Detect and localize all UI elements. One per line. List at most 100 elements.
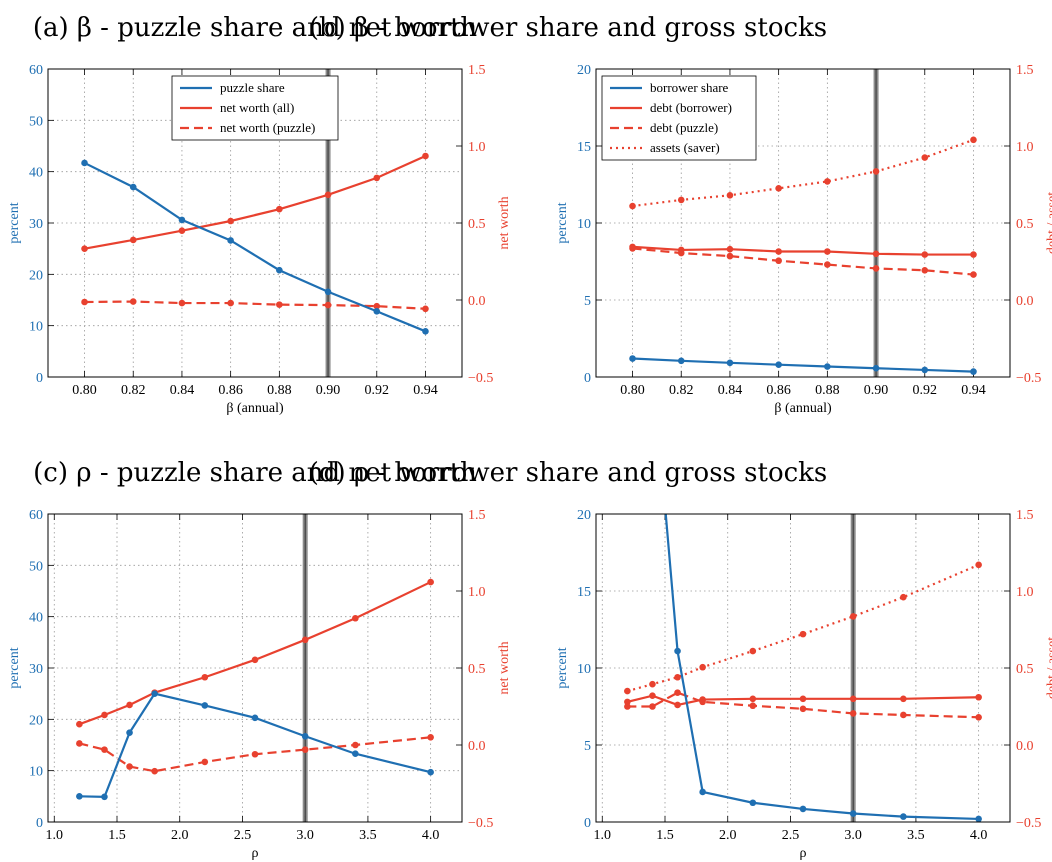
legend-label: debt (borrower) bbox=[650, 100, 732, 115]
tick-label-x: 0.90 bbox=[316, 383, 341, 398]
data-point bbox=[101, 746, 108, 753]
data-point bbox=[677, 196, 685, 204]
x-axis-label: ρ bbox=[252, 846, 259, 861]
tick-label-left: 50 bbox=[29, 559, 43, 574]
tick-label-left: 0 bbox=[584, 371, 591, 386]
data-point bbox=[251, 656, 259, 664]
data-point bbox=[624, 703, 631, 710]
y-axis-label-left: percent bbox=[7, 202, 22, 243]
data-point bbox=[849, 613, 857, 620]
legend-label: net worth (all) bbox=[220, 100, 294, 115]
legend-label: net worth (puzzle) bbox=[220, 120, 315, 135]
data-point bbox=[975, 693, 982, 701]
data-point bbox=[126, 763, 133, 770]
tick-label-x: 0.88 bbox=[815, 383, 840, 398]
data-point bbox=[251, 714, 259, 722]
data-point bbox=[624, 687, 631, 695]
data-point bbox=[227, 217, 234, 225]
tick-label-left: 20 bbox=[577, 508, 591, 523]
series-line-3 bbox=[632, 138, 974, 208]
data-point bbox=[101, 793, 108, 801]
data-point bbox=[921, 366, 929, 374]
data-point bbox=[352, 750, 359, 758]
data-point bbox=[775, 185, 782, 192]
data-point bbox=[674, 647, 681, 655]
data-point bbox=[975, 815, 982, 823]
series-line-0 bbox=[79, 692, 431, 798]
tick-label-x: 0.94 bbox=[961, 383, 986, 398]
tick-label-right: 1.5 bbox=[1016, 508, 1034, 523]
data-point bbox=[629, 355, 636, 362]
tick-label-left: 15 bbox=[577, 585, 591, 600]
tick-label-right: 0.0 bbox=[1016, 739, 1034, 754]
tick-label-x: 0.88 bbox=[267, 383, 292, 398]
chart-title: (a) β - puzzle share and net worth bbox=[33, 13, 478, 43]
data-point bbox=[629, 245, 636, 252]
data-point bbox=[151, 690, 158, 697]
tick-label-x: 0.92 bbox=[365, 383, 390, 398]
data-point bbox=[677, 357, 685, 365]
tick-label-left: 40 bbox=[29, 611, 43, 626]
tick-label-x: 0.80 bbox=[72, 383, 97, 398]
tick-label-x: 4.0 bbox=[422, 828, 440, 843]
tick-label-left: 0 bbox=[584, 816, 591, 831]
series-line-2 bbox=[84, 300, 426, 310]
legend: puzzle share net worth (all) net worth (pu… bbox=[171, 75, 339, 141]
series-line-3 bbox=[627, 563, 980, 693]
data-point bbox=[849, 710, 857, 717]
data-point bbox=[324, 191, 332, 199]
data-point bbox=[872, 265, 880, 272]
series-line-0 bbox=[664, 514, 979, 821]
data-point bbox=[324, 301, 332, 309]
plot-frame bbox=[47, 513, 463, 823]
tick-label-left: 15 bbox=[577, 140, 591, 155]
data-point bbox=[677, 249, 685, 257]
tick-label-x: 2.0 bbox=[171, 828, 189, 843]
tick-label-left: 20 bbox=[29, 268, 43, 283]
data-point bbox=[101, 711, 108, 719]
data-point bbox=[900, 813, 907, 820]
data-point bbox=[824, 363, 831, 370]
data-point bbox=[178, 216, 186, 224]
y-axis-label-right: net worth bbox=[497, 641, 512, 694]
data-point bbox=[799, 805, 807, 813]
tick-label-right: 0.5 bbox=[468, 662, 486, 677]
tick-label-right: 1.0 bbox=[1016, 140, 1034, 155]
tick-label-left: 10 bbox=[29, 765, 43, 780]
data-point bbox=[201, 673, 209, 681]
data-point bbox=[201, 702, 209, 709]
tick-label-x: 0.82 bbox=[669, 383, 694, 398]
tick-label-x: 0.86 bbox=[218, 383, 243, 398]
data-point bbox=[126, 729, 133, 736]
data-point bbox=[76, 793, 83, 800]
tick-label-x: 1.5 bbox=[656, 828, 674, 843]
tick-label-right: 0.5 bbox=[468, 217, 486, 232]
data-point bbox=[824, 178, 831, 185]
tick-label-right: 1.5 bbox=[468, 508, 486, 523]
data-point bbox=[324, 288, 332, 296]
y-axis-label-left: percent bbox=[555, 202, 570, 243]
x-axis-label: ρ bbox=[800, 846, 807, 861]
tick-label-left: 10 bbox=[29, 320, 43, 335]
tick-label-x: 2.5 bbox=[234, 828, 252, 843]
data-point bbox=[649, 703, 656, 710]
data-point bbox=[921, 251, 929, 258]
tick-label-left: 30 bbox=[29, 662, 43, 677]
data-point bbox=[76, 740, 83, 747]
data-point bbox=[81, 245, 88, 253]
data-point bbox=[129, 236, 137, 244]
data-point bbox=[699, 698, 706, 706]
data-point bbox=[872, 250, 880, 258]
tick-label-x: 0.84 bbox=[718, 383, 743, 398]
data-point bbox=[726, 359, 734, 367]
data-point bbox=[126, 701, 133, 709]
data-point bbox=[726, 191, 734, 199]
tick-label-left: 60 bbox=[29, 63, 43, 78]
chart-title: (c) ρ - puzzle share and net worth bbox=[33, 458, 477, 488]
plot-frame bbox=[595, 68, 1011, 378]
legend-label: puzzle share bbox=[220, 80, 285, 95]
data-point bbox=[129, 183, 137, 191]
data-point bbox=[872, 364, 880, 372]
data-point bbox=[849, 810, 857, 817]
tick-label-left: 20 bbox=[29, 713, 43, 728]
